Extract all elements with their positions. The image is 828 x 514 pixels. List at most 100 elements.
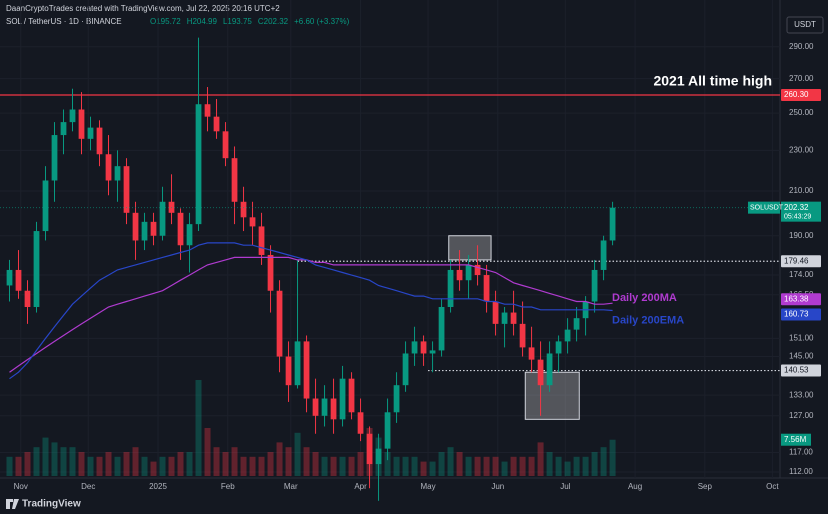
- x-tick-label: Apr: [354, 482, 367, 491]
- y-tick-label: 230.00: [789, 145, 814, 154]
- volume-bar: [258, 456, 265, 476]
- x-tick-label: Aug: [628, 482, 642, 491]
- ma-price-tag-bg: [781, 293, 821, 306]
- volume-bar: [24, 452, 31, 476]
- brand: TradingView: [22, 499, 81, 510]
- volume-bar: [150, 461, 157, 476]
- candle-body: [573, 318, 580, 330]
- volume-bar: [267, 452, 274, 476]
- volume-bar: [240, 456, 247, 476]
- candle-body: [177, 212, 184, 246]
- volume-bar: [456, 452, 463, 476]
- candle-body: [375, 448, 382, 465]
- volume-bar: [528, 456, 535, 476]
- candle-body: [600, 240, 607, 270]
- candle-body: [411, 341, 418, 354]
- volume-bar: [249, 456, 256, 476]
- volume-bar: [591, 452, 598, 476]
- volume-bar: [294, 432, 301, 476]
- volume-bar: [573, 456, 580, 476]
- candle-body: [204, 104, 211, 117]
- volume-bar: [609, 439, 616, 476]
- volume-bar: [114, 456, 121, 476]
- candle-body: [312, 398, 319, 416]
- candle-body: [456, 269, 463, 281]
- level-price-tag-bg: [781, 255, 821, 268]
- volume-bar: [105, 452, 112, 476]
- candle-body: [528, 347, 535, 360]
- candle-body: [438, 306, 445, 351]
- volume-bar: [582, 456, 589, 476]
- y-tick-label: 250.00: [789, 108, 814, 117]
- candle-body: [339, 378, 346, 420]
- ath-price-tag: 260.30: [784, 90, 809, 99]
- volume-bar: [42, 437, 49, 476]
- y-tick-label: 174.00: [789, 270, 814, 279]
- header: DaanCryptoTrades created with TradingVie…: [6, 4, 280, 13]
- last-price-bg: [781, 201, 821, 222]
- volume-bar: [96, 456, 103, 476]
- x-tick-label: Sep: [698, 482, 713, 491]
- y-tick-label: 117.00: [789, 448, 813, 457]
- candle-body: [330, 398, 337, 420]
- candle-body: [6, 269, 13, 286]
- ma-line: [9, 256, 613, 373]
- level-price-tag: 179.46: [784, 256, 809, 265]
- candle-body: [15, 269, 22, 291]
- candle-body: [186, 224, 193, 246]
- candle-body: [519, 323, 526, 348]
- candle-body: [123, 166, 130, 213]
- ma-annotation: Daily 200EMA: [612, 314, 684, 326]
- volume-bar: [519, 456, 526, 476]
- candle-body: [357, 412, 364, 434]
- volume-bar: [6, 456, 13, 476]
- candle-body: [141, 221, 148, 241]
- legend-value: O195.72: [150, 17, 181, 26]
- brand-logo: [6, 499, 19, 509]
- level-price-tag-bg: [781, 364, 821, 377]
- legend-value: C202.32: [258, 17, 289, 26]
- volume-bar: [474, 456, 481, 476]
- candle-body: [213, 116, 220, 132]
- volume-bar: [438, 452, 445, 476]
- ath-annotation: 2021 All time high: [653, 73, 772, 89]
- candle-body: [267, 254, 274, 291]
- volume-bar: [348, 456, 355, 476]
- candle-body: [78, 109, 85, 139]
- volume-bar: [87, 456, 94, 476]
- y-tick-label: 127.00: [789, 411, 814, 420]
- x-tick-label: May: [420, 482, 435, 491]
- candle-body: [564, 329, 571, 342]
- volume-bar: [537, 442, 544, 476]
- currency: USDT: [794, 20, 816, 29]
- volume-bar: [465, 456, 472, 476]
- candle-body: [294, 341, 301, 386]
- volume-bar: [222, 452, 229, 476]
- volume-bar: [321, 456, 328, 476]
- candle-body: [222, 131, 229, 159]
- volume-bar: [141, 456, 148, 476]
- candle-body: [393, 385, 400, 413]
- candle-body: [609, 207, 616, 241]
- volume-bar: [123, 452, 130, 476]
- volume-bar: [393, 456, 400, 476]
- volume-bar: [168, 456, 175, 476]
- x-tick-label: Jun: [491, 482, 504, 491]
- y-tick-label: 151.00: [789, 334, 814, 343]
- last-price: 202.32: [784, 203, 809, 212]
- candle-body: [402, 353, 409, 386]
- x-tick-label: Feb: [221, 482, 235, 491]
- volume-bar: [501, 461, 508, 476]
- volume-bar: [546, 452, 553, 476]
- currency-box: [786, 16, 824, 34]
- candle-body: [96, 127, 103, 155]
- candle-body: [591, 269, 598, 302]
- ath-price-tag-bg: [781, 89, 821, 102]
- candle-body: [285, 356, 292, 386]
- volume-bar: [510, 456, 517, 476]
- volume-bar: [15, 456, 22, 476]
- candle-body: [114, 166, 121, 181]
- volume-bar: [447, 447, 454, 476]
- x-tick-label: Mar: [284, 482, 298, 491]
